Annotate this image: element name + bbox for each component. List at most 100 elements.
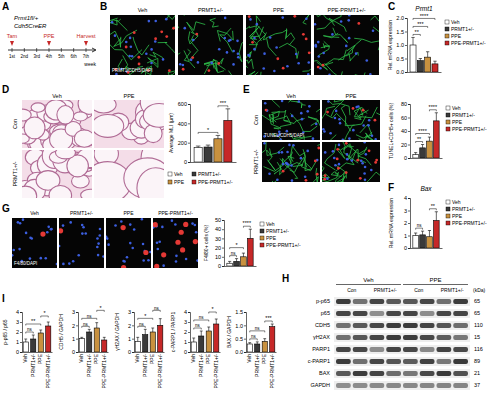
week-label: 6th [71, 54, 78, 59]
significance-bracket [194, 328, 202, 330]
nucleus [340, 20, 343, 23]
nucleus [156, 241, 159, 244]
blot-band [420, 299, 435, 304]
bar-chart: 0200400600Average MLI (μm)VehPRMT1+/-PPE… [168, 100, 237, 185]
genotype: Cdh5CreER [14, 23, 47, 29]
membrane [317, 168, 338, 182]
nucleus [314, 44, 317, 47]
image-background [314, 15, 379, 75]
blot-strip [334, 333, 470, 342]
membrane [333, 28, 348, 43]
nucleus [286, 65, 289, 68]
tick: 1.0 [235, 323, 246, 329]
axis-line [405, 19, 408, 73]
week-label: 1st [9, 54, 16, 59]
nucleus [150, 62, 153, 65]
significance-label: * [144, 313, 147, 319]
blot-kda: 15 [474, 334, 480, 340]
stained-cell [138, 63, 141, 66]
tick: 3 [16, 319, 22, 325]
significance-label: *** [220, 100, 227, 106]
bar [432, 64, 438, 72]
axis-line [225, 266, 257, 267]
nucleus [149, 251, 152, 254]
axis-line [191, 162, 237, 163]
membrane [249, 26, 265, 52]
membrane [368, 132, 379, 143]
bar [417, 61, 423, 72]
tick-label: PPE-PRMT1+/- [45, 354, 51, 389]
nucleus [268, 173, 271, 176]
event-arrow [47, 41, 51, 46]
image [15, 143, 103, 206]
bar [102, 340, 107, 352]
axis-title: TUNEL+CDH5+ cells (%) [388, 102, 394, 159]
blot-band [420, 311, 435, 316]
stained-cell [336, 148, 339, 151]
nucleus [307, 61, 310, 64]
legend-swatch [445, 27, 449, 31]
tick-mark [76, 312, 78, 313]
blot-band [437, 383, 452, 388]
membrane [256, 16, 262, 41]
nucleus [346, 153, 349, 156]
figure-svg: APrmt1fl/+Cdh5CreER1st2nd3rd4th5th6th7th… [0, 0, 500, 398]
significance-bracket [250, 339, 258, 341]
blot-band [453, 383, 468, 388]
tick-label: PRMT1+/- [142, 354, 148, 377]
nucleus [331, 33, 334, 36]
stained-cell [193, 239, 198, 244]
blot-strip [334, 369, 470, 378]
y-axis: 01234 [404, 195, 411, 251]
tick-label: 2 [404, 220, 407, 226]
blot-band [437, 311, 452, 316]
tick-label: 0.5 [396, 56, 404, 62]
significance-label: ** [417, 136, 422, 142]
blot-band [453, 359, 468, 364]
nucleus [371, 134, 374, 137]
stained-cell [195, 33, 198, 36]
nucleus [106, 237, 109, 240]
nucleus [19, 222, 22, 225]
blot-band [386, 371, 401, 376]
bar [241, 257, 247, 266]
nucleus [355, 106, 358, 109]
bar [227, 263, 233, 266]
nucleus [129, 223, 132, 226]
image [91, 87, 175, 148]
tick-label: 0 [16, 349, 19, 355]
stained-cell [345, 142, 348, 145]
error-bar [151, 328, 154, 332]
blot-band [453, 299, 468, 304]
y-axis: 0.00.51.01.5 [235, 309, 246, 355]
plot-area [23, 322, 51, 352]
stained-cell [121, 265, 126, 270]
axis-title: BAX / GAPDH [226, 316, 232, 348]
blot-band [386, 323, 401, 328]
stained-cell [137, 56, 140, 59]
nucleus [223, 37, 226, 40]
tick-mark [244, 339, 246, 340]
legend-swatch [168, 180, 172, 184]
timeline-axis [8, 48, 96, 52]
nucleus [192, 39, 195, 42]
nucleus [308, 105, 311, 108]
membrane [305, 153, 312, 170]
significance-bracket [194, 320, 209, 322]
tick-mark [188, 123, 190, 124]
tick-mark [405, 18, 407, 19]
tick-label: 1.5 [396, 29, 404, 35]
tick-mark [188, 332, 190, 333]
genotype: Prmt1fl/+ [14, 15, 39, 21]
nucleus [197, 61, 200, 64]
y-axis: 0.00.51.01.52.0 [396, 15, 407, 75]
error-bar [428, 231, 431, 237]
blot-band [386, 383, 401, 388]
blot-band [437, 371, 452, 376]
nucleus [329, 132, 332, 135]
nucleus [77, 254, 80, 257]
blot-band [437, 323, 452, 328]
nucleus [322, 128, 325, 131]
nucleus [129, 242, 132, 245]
significance-bracket [265, 321, 273, 323]
